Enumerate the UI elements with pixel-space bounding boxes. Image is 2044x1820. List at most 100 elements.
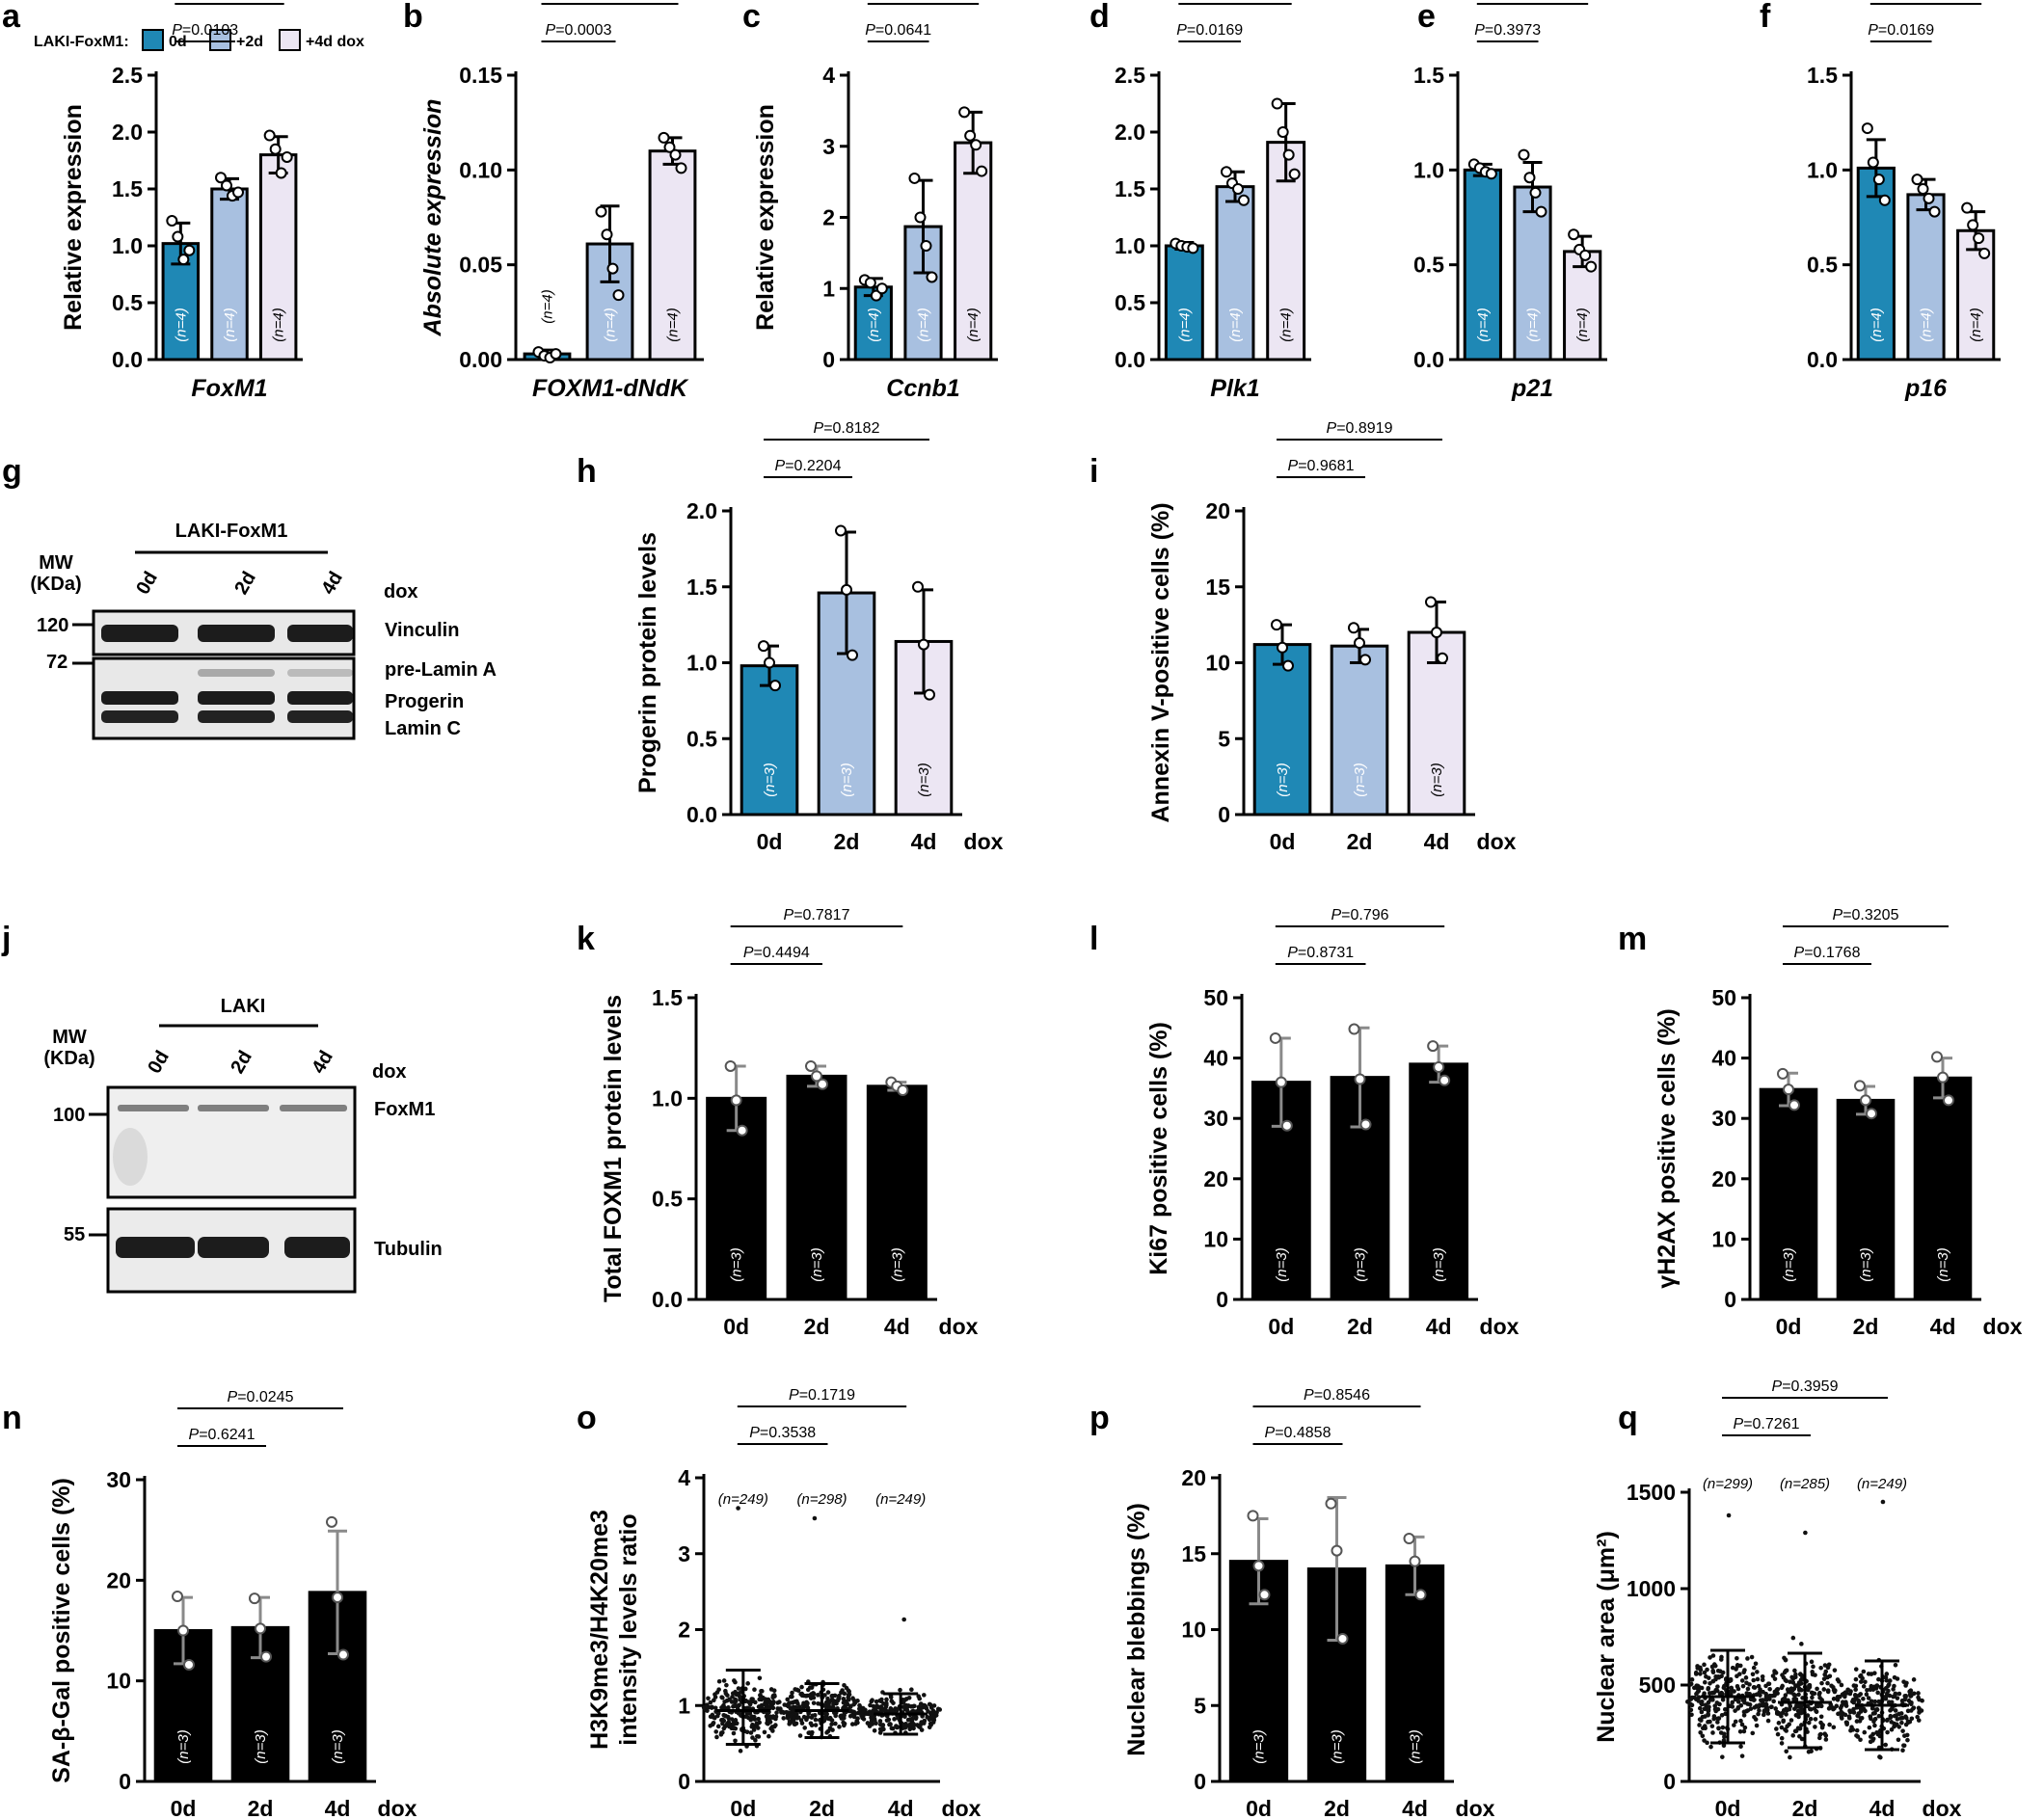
panel-label-d: d — [1089, 0, 1110, 35]
scatter-point — [1699, 1709, 1705, 1715]
scatter-point — [774, 1710, 779, 1715]
scatter-point — [749, 1724, 755, 1729]
scatter-point — [1910, 1706, 1916, 1711]
scatter-point — [1687, 1682, 1693, 1687]
scatter-point — [736, 1686, 741, 1691]
scatter-point — [868, 1702, 873, 1708]
data-point — [1331, 1544, 1343, 1557]
p-value-label: P=0.796 — [1331, 907, 1388, 923]
scatter-point — [873, 1706, 878, 1712]
scatter-point — [1779, 1725, 1785, 1730]
data-point — [736, 1124, 748, 1137]
scatter-point — [1883, 1742, 1888, 1748]
scatter-point — [706, 1696, 711, 1701]
p-value-label: P=0.2204 — [775, 458, 842, 474]
scatter-point — [847, 1704, 853, 1710]
scatter-point — [712, 1715, 716, 1720]
chart-q: 0 500 1000 1500 Nuclear area (μm²) 0d 2d 4d dox (… — [1593, 1378, 1962, 1820]
scatter-point — [1745, 1656, 1750, 1661]
data-point — [275, 167, 287, 179]
x-axis-suffix: dox — [1477, 829, 1517, 854]
scatter-point — [927, 1725, 932, 1730]
data-point — [1271, 97, 1283, 110]
x-tick-label: 0d — [1268, 1314, 1294, 1339]
data-point — [601, 228, 613, 241]
n-label: (n=3) — [1353, 1247, 1369, 1281]
y-tick-label: 15 — [1181, 1541, 1206, 1566]
data-point — [817, 1078, 828, 1090]
scatter-point — [1752, 1705, 1758, 1710]
scatter-point — [1905, 1708, 1911, 1714]
scatter-point — [1729, 1685, 1735, 1691]
scatter-point — [928, 1705, 934, 1710]
scatter-point — [1899, 1720, 1904, 1726]
scatter-point — [1890, 1705, 1895, 1711]
bar — [1956, 228, 1996, 361]
data-point — [1288, 168, 1301, 180]
y-tick-label: 15 — [1205, 575, 1230, 600]
data-point — [1348, 622, 1359, 634]
scatter-point — [1720, 1725, 1726, 1730]
scatter-point — [848, 1708, 854, 1714]
scatter-point — [1821, 1676, 1827, 1681]
y-tick-label: 0 — [822, 347, 835, 372]
scatter-point — [1738, 1744, 1743, 1750]
band-label: Tubulin — [374, 1239, 443, 1260]
data-point — [255, 1622, 266, 1635]
scatter-point — [1893, 1662, 1898, 1668]
data-point — [326, 1515, 337, 1528]
data-point — [1277, 126, 1289, 138]
scatter-point — [878, 1699, 884, 1703]
scatter-point — [1709, 1724, 1715, 1728]
data-point — [724, 1059, 737, 1072]
scatter-point — [715, 1713, 720, 1719]
bar — [1385, 1564, 1445, 1783]
scatter-point — [1917, 1706, 1922, 1711]
scatter-point — [926, 1708, 930, 1714]
scatter-point — [1737, 1729, 1743, 1734]
scatter-point — [1758, 1687, 1762, 1692]
scatter-point — [1916, 1691, 1921, 1696]
scatter-point — [1871, 1684, 1877, 1690]
scatter-point — [1789, 1674, 1794, 1680]
data-point — [730, 1094, 742, 1107]
scatter-point — [1874, 1729, 1879, 1735]
y-tick-label: 1.0 — [1115, 233, 1145, 258]
scatter-point — [1816, 1692, 1822, 1697]
mw-label: MW — [52, 1027, 87, 1048]
x-tick-label: 4d — [325, 1796, 351, 1820]
scatter-point — [1700, 1701, 1705, 1707]
data-point — [1336, 1632, 1349, 1645]
band-tubulin — [198, 1237, 269, 1258]
scatter-point — [1721, 1685, 1727, 1691]
scatter-point — [1710, 1730, 1715, 1735]
scatter-point — [1718, 1657, 1724, 1662]
scatter-point — [714, 1690, 720, 1695]
y-tick-label: 0 — [119, 1769, 131, 1794]
scatter-point — [1820, 1723, 1826, 1727]
scatter-point — [732, 1718, 738, 1724]
scatter-point — [855, 1710, 861, 1716]
scatter-point — [827, 1699, 833, 1704]
scatter-point — [792, 1722, 797, 1726]
scatter-point — [1896, 1691, 1902, 1697]
data-point — [166, 215, 178, 228]
data-point — [675, 162, 687, 174]
data-point — [908, 172, 921, 184]
scatter-point — [1874, 1707, 1880, 1712]
n-label: (n=3) — [330, 1729, 346, 1763]
scatter-point — [723, 1713, 728, 1719]
scatter-point — [1753, 1661, 1759, 1667]
data-point — [1867, 156, 1879, 169]
scatter-point — [1792, 1728, 1798, 1734]
scatter-point — [1868, 1714, 1873, 1719]
scatter-point — [738, 1749, 743, 1753]
data-point — [958, 106, 971, 119]
scatter-point — [1735, 1655, 1739, 1661]
scatter-point — [1780, 1683, 1785, 1689]
data-point — [1854, 1080, 1866, 1092]
y-tick-label: 2 — [678, 1618, 690, 1643]
y-tick-label: 0.00 — [459, 347, 502, 372]
scatter-point — [1889, 1720, 1895, 1725]
scatter-point — [1823, 1733, 1829, 1738]
